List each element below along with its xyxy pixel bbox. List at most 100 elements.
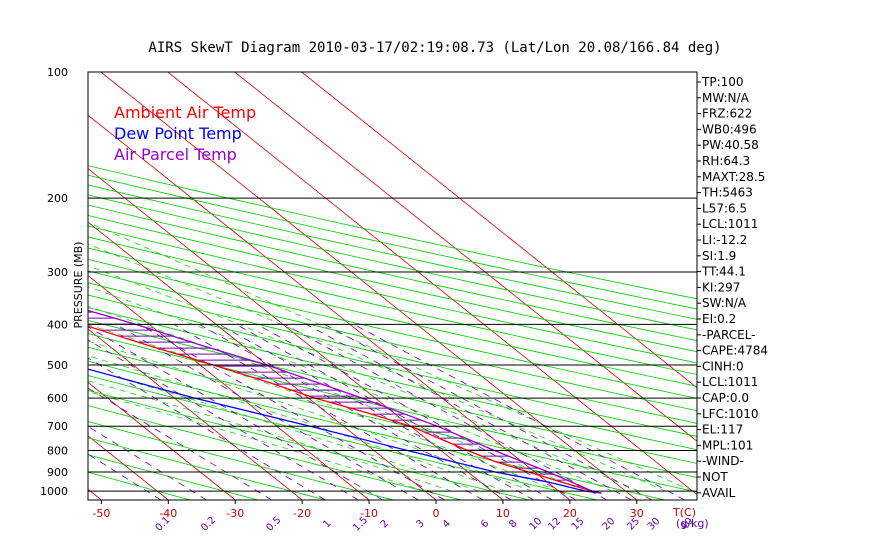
- isotherm-line: [88, 221, 437, 500]
- stability-index-label: CAPE:4784: [702, 344, 768, 358]
- mixing-ratio-line: [219, 323, 534, 500]
- mixing-ratio-label: 1: [321, 518, 333, 530]
- stability-index-label: MAXT:28.5: [702, 170, 765, 184]
- stability-index-label: SI:1.9: [702, 249, 736, 263]
- pressure-tick-label: 200: [47, 192, 68, 205]
- pressure-tick-label: 100: [47, 66, 68, 79]
- dry-adiabat-line: [88, 204, 697, 342]
- stability-index-label: -WIND-: [702, 454, 744, 468]
- cape-hatching: [88, 311, 581, 487]
- legend-air-parcel-temp: Air Parcel Temp: [114, 145, 237, 164]
- dry-adiabat-line: [88, 194, 697, 331]
- pressure-tick-label: 500: [47, 359, 68, 372]
- stability-index-label: LCL:1011: [702, 375, 758, 389]
- stability-index-label: LCL:1011: [702, 217, 758, 231]
- mixing-ratio-line: [284, 323, 608, 500]
- stability-index-label: LFC:1010: [702, 407, 759, 421]
- mixing-ratio-line: [324, 323, 653, 500]
- stability-index-label: WB0:496: [702, 122, 757, 136]
- stability-index-label: MPL:101: [702, 438, 753, 452]
- isotherm-line: [88, 328, 303, 500]
- stability-index-label: KI:297: [702, 280, 740, 294]
- dry-adiabat-line: [88, 437, 327, 500]
- stability-index-label: EL:117: [702, 423, 743, 437]
- isotherm-line: [88, 168, 504, 500]
- pressure-tick-label: 300: [47, 266, 68, 279]
- moist-adiabat-line: [88, 265, 640, 492]
- bottom-temp-label: -10: [360, 507, 378, 520]
- stability-index-label: AVAIL: [702, 486, 736, 500]
- mixing-ratio-line: [88, 453, 162, 500]
- mixing-ratio-label: 30: [646, 516, 663, 533]
- dry-adiabat-line: [88, 174, 697, 310]
- legend-ambient-air-temp: Ambient Air Temp: [114, 103, 256, 122]
- stability-index-label: MW:N/A: [702, 91, 750, 105]
- dry-adiabat-line: [88, 307, 697, 451]
- dry-adiabat-line: [88, 319, 697, 464]
- mixing-ratio-label: 8: [507, 518, 519, 530]
- mixing-ratio-unit-label: (g/kg): [676, 517, 709, 530]
- dry-adiabat-line: [88, 236, 697, 375]
- mixing-ratio-line: [235, 323, 553, 500]
- legend-dew-point-temp: Dew Point Temp: [114, 124, 242, 143]
- air-parcel-temp-line: [88, 309, 602, 494]
- mixing-ratio-label: 10: [528, 516, 545, 533]
- mixing-ratio-label: 3: [414, 518, 426, 530]
- pressure-tick-label: 700: [47, 420, 68, 433]
- stability-index-label: SW:N/A: [702, 296, 747, 310]
- stability-index-label: EI:0.2: [702, 312, 736, 326]
- stability-index-label: PW:40.58: [702, 138, 759, 152]
- dry-adiabat-line: [88, 258, 697, 399]
- bottom-temp-label: 30: [630, 507, 644, 520]
- mixing-ratio-label: 4: [441, 518, 453, 530]
- mixing-ratio-line: [115, 323, 419, 500]
- dry-adiabat-line: [88, 282, 697, 424]
- dry-adiabat-line: [88, 215, 697, 353]
- bottom-temp-label: -30: [226, 507, 244, 520]
- stability-index-label: TT:44.1: [701, 265, 746, 279]
- dry-adiabat-line: [88, 184, 697, 320]
- mixing-ratio-line: [88, 326, 383, 500]
- moist-adiabat-line: [88, 368, 479, 492]
- isotherm-line: [234, 72, 697, 442]
- dry-adiabat-line: [88, 405, 462, 500]
- mixing-ratio-label: 0.2: [199, 515, 218, 534]
- bottom-temp-label: 20: [563, 507, 577, 520]
- chart-title: AIRS SkewT Diagram 2010-03-17/02:19:08.7…: [148, 40, 721, 56]
- stability-index-label: LI:-12.2: [702, 233, 747, 247]
- mixing-ratio-line: [88, 357, 326, 500]
- y-axis-title: PRESSURE (MB): [72, 242, 85, 329]
- mixing-ratio-label: 0.5: [264, 515, 283, 534]
- bottom-temp-label: -50: [92, 507, 110, 520]
- dry-adiabat-line: [88, 294, 697, 437]
- temp-axis-unit-label: T(C): [672, 506, 696, 519]
- pressure-tick-label: 800: [47, 445, 68, 458]
- isotherm-line: [100, 72, 638, 500]
- mixing-ratio-line: [88, 387, 272, 500]
- stability-index-label: FRZ:622: [702, 107, 752, 121]
- isotherm-line: [88, 381, 236, 500]
- dry-adiabat-line: [88, 454, 259, 500]
- isotherm-line: [301, 72, 697, 389]
- pressure-tick-label: 900: [47, 466, 68, 479]
- isotherm-line: [0, 72, 34, 500]
- isotherm-line: [88, 488, 102, 500]
- pressure-tick-label: 1000: [40, 485, 68, 498]
- isotherm-line: [167, 72, 697, 496]
- dew-point-temp-line: [88, 368, 602, 494]
- stability-index-label: -PARCEL-: [702, 328, 756, 342]
- mixing-ratio-label: 20: [601, 516, 618, 533]
- bottom-temp-label: 10: [496, 507, 510, 520]
- dry-adiabat-line: [88, 225, 697, 364]
- dry-adiabat-line: [88, 375, 598, 500]
- mixing-ratio-label: 12: [546, 516, 563, 533]
- mixing-ratio-line: [88, 425, 207, 500]
- background-grid: [0, 72, 697, 500]
- dry-adiabat-line: [88, 270, 697, 412]
- plot-frame: [87, 71, 698, 501]
- bottom-temp-label: 0: [433, 507, 440, 520]
- moist-adiabat-line: [88, 286, 613, 492]
- mixing-ratio-line: [88, 339, 359, 500]
